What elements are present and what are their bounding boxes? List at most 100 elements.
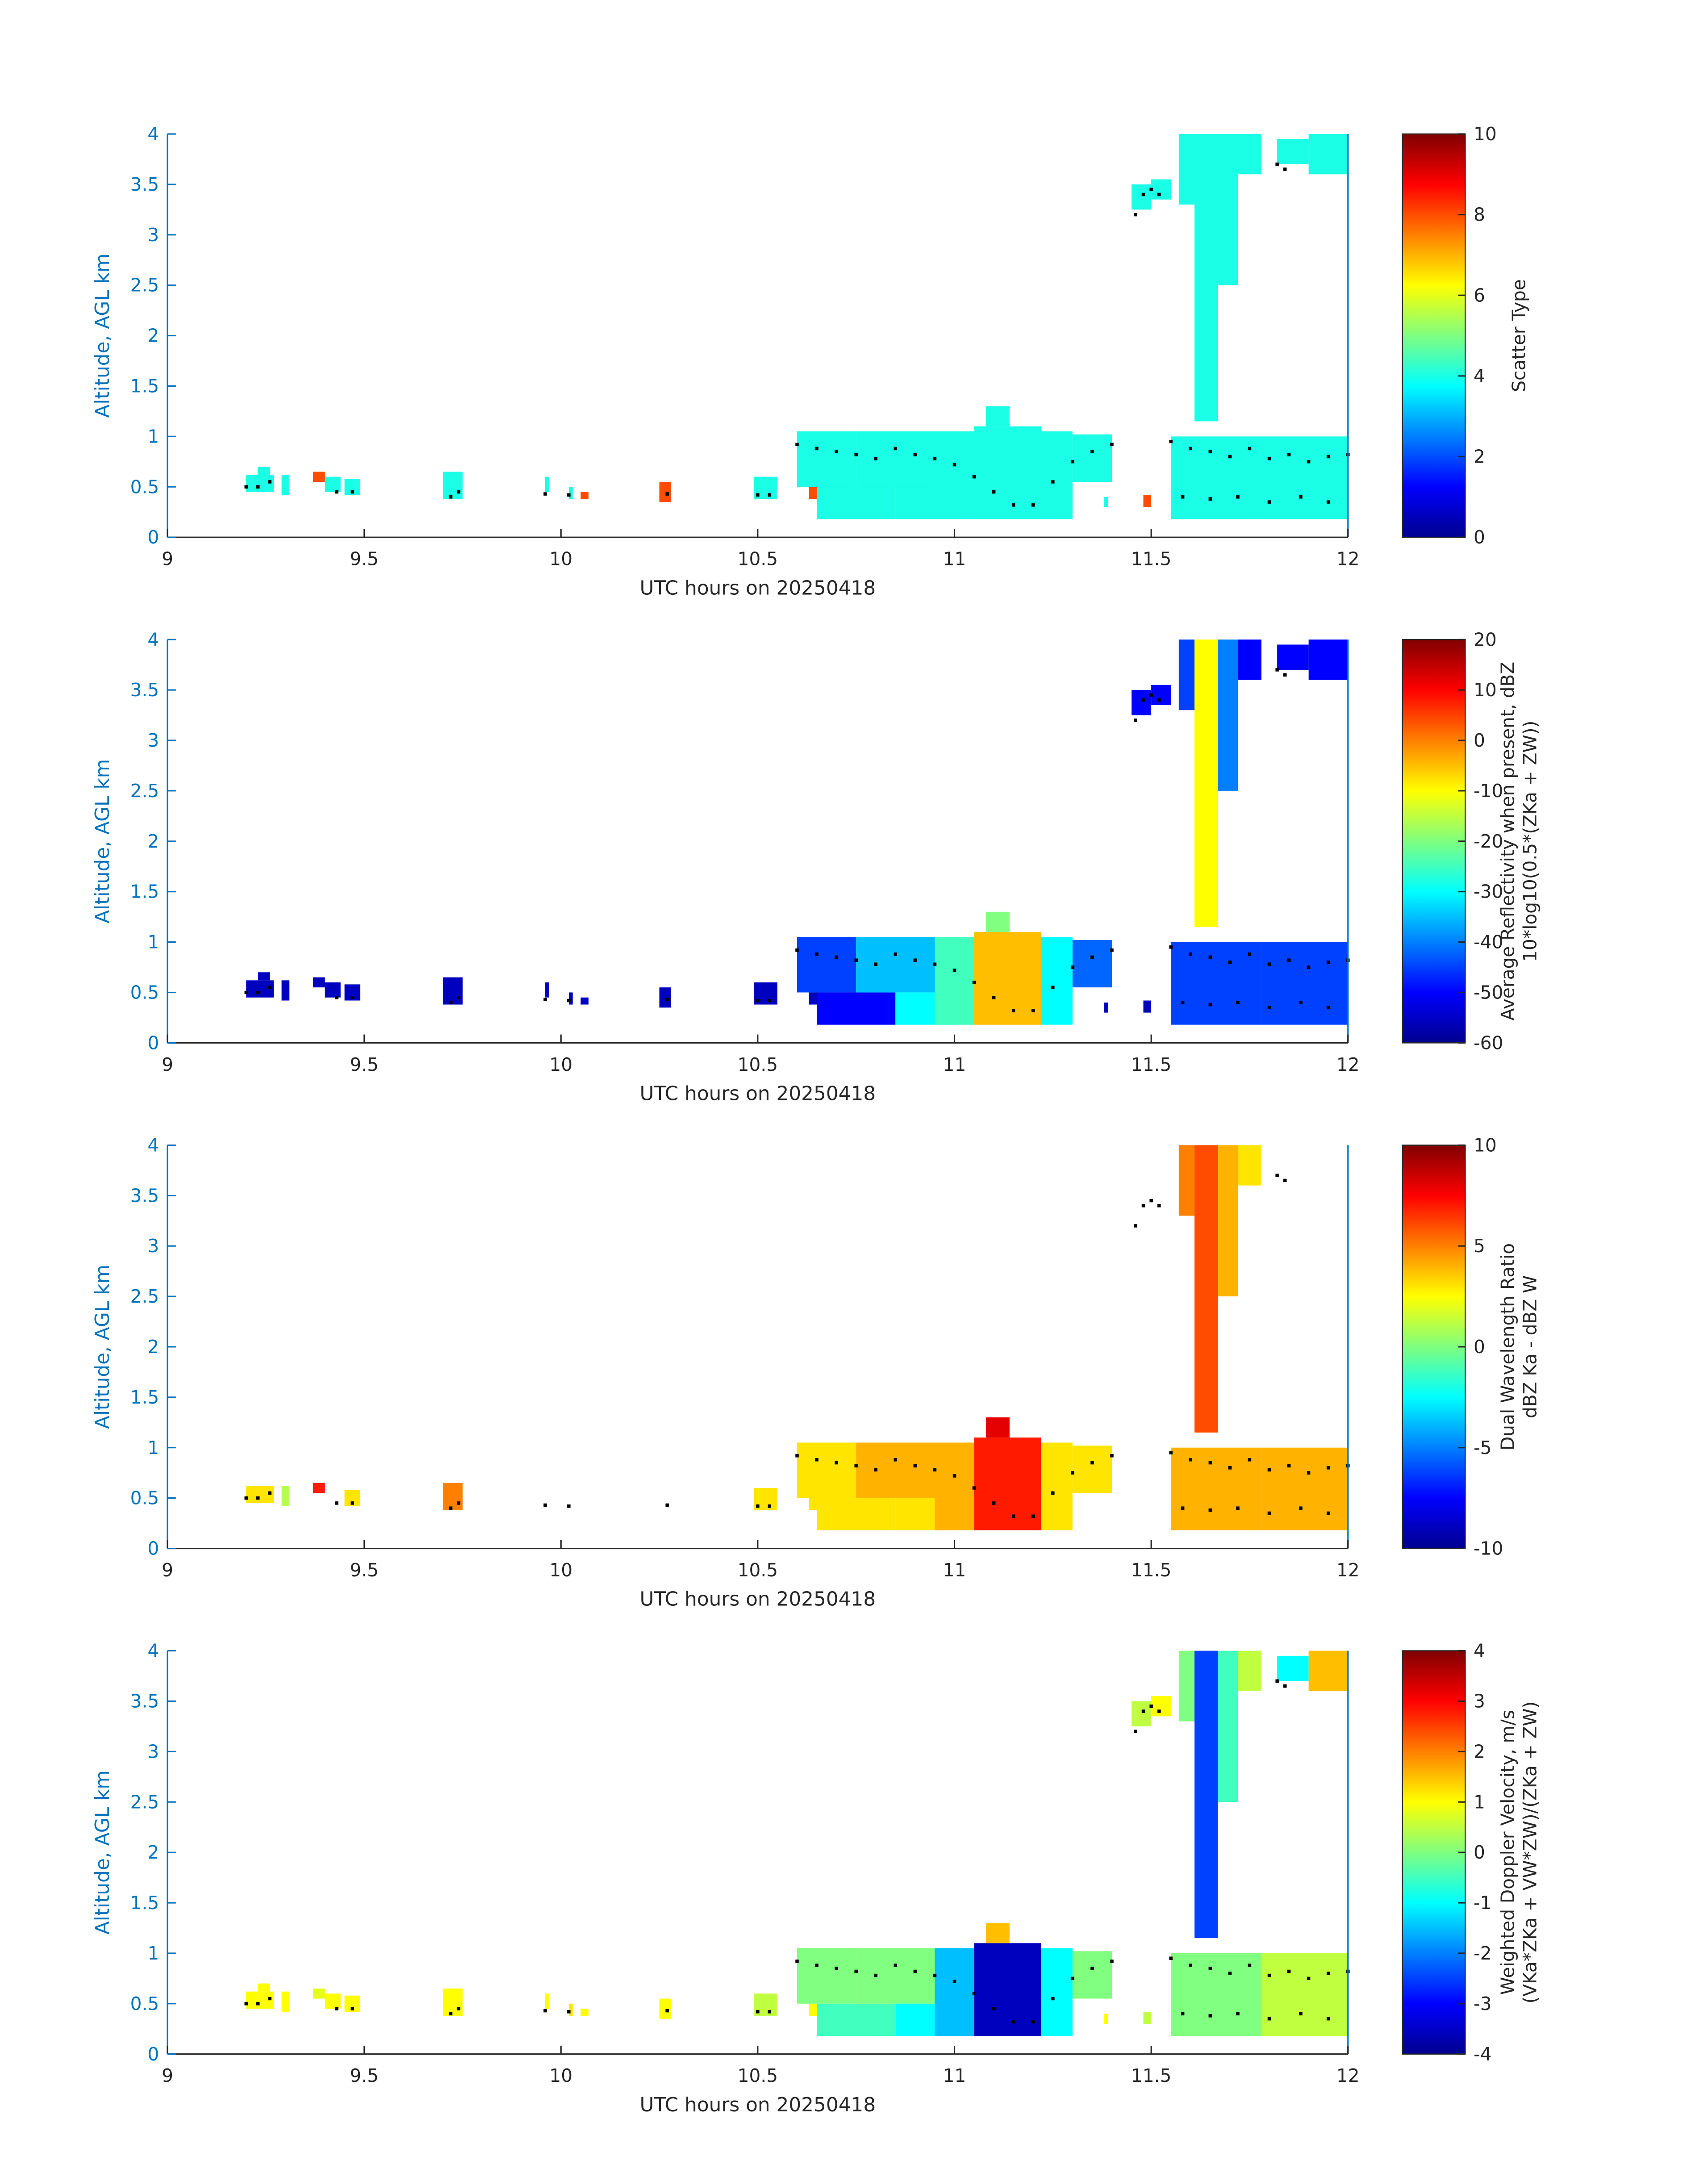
detection-point: [1248, 1964, 1252, 1967]
y-tick-label: 3: [147, 224, 159, 246]
detection-point: [913, 958, 917, 962]
detection-point: [1051, 480, 1055, 484]
colorbar-tick-label: 10: [1474, 123, 1497, 145]
detection-point: [1208, 1461, 1212, 1465]
cell: [935, 1442, 974, 1530]
detection-point: [874, 1973, 878, 1977]
detection-point: [913, 1464, 917, 1468]
colorbar-tick-label: 0: [1474, 526, 1485, 548]
cell: [1143, 495, 1152, 507]
x-tick-label: 12: [1336, 1054, 1360, 1075]
cell: [313, 472, 325, 482]
cell: [935, 1948, 974, 2036]
x-tick-label: 11.5: [1131, 1559, 1171, 1581]
cell: [659, 481, 671, 502]
cell: [817, 1498, 896, 1530]
detection-point: [1134, 213, 1137, 217]
colorbar-label: Weighted Doppler Velocity, m/s: [1497, 1710, 1519, 1995]
cell: [568, 992, 573, 1005]
cell: [974, 426, 1041, 519]
detection-point: [1141, 1204, 1145, 1208]
cell: [1041, 1948, 1073, 2036]
colorbar-tick-label: -1: [1474, 1892, 1492, 1914]
x-tick-label: 9: [162, 1559, 173, 1581]
cell: [856, 1948, 935, 2004]
detection-point: [567, 493, 571, 497]
x-tick-label: 11.5: [1131, 548, 1171, 570]
colorbar-label: Scatter Type: [1508, 279, 1530, 392]
detection-point: [567, 999, 571, 1003]
cell: [856, 937, 935, 993]
cell: [1218, 1145, 1238, 1297]
x-tick-label: 10: [549, 548, 572, 570]
cell: [1104, 497, 1108, 507]
colorbar-tick-label: 5: [1474, 1235, 1485, 1257]
detection-point: [1228, 1972, 1232, 1975]
detection-point: [1267, 1468, 1271, 1472]
detection-point: [1208, 1967, 1212, 1970]
detection-point: [952, 969, 956, 972]
cell: [1072, 434, 1112, 482]
cell: [443, 472, 463, 499]
cell: [1218, 1651, 1238, 1802]
detection-point: [543, 492, 547, 496]
detection-point: [665, 492, 669, 496]
cell: [1072, 940, 1112, 988]
detection-point: [449, 2012, 453, 2016]
cell: [545, 982, 549, 998]
detection-point: [1090, 450, 1094, 453]
cell: [1277, 1655, 1309, 1681]
detection-point: [1011, 1514, 1015, 1518]
y-tick-label: 1: [147, 1437, 159, 1458]
detection-point: [335, 1501, 338, 1505]
detection-point: [457, 2007, 460, 2010]
detection-point: [543, 2009, 547, 2013]
detection-point: [1287, 1969, 1291, 1973]
detection-point: [874, 457, 878, 460]
detection-point: [1307, 1471, 1311, 1475]
cell: [258, 467, 270, 475]
detection-point: [1141, 698, 1145, 702]
detection-point: [1149, 188, 1153, 191]
detection-point: [795, 948, 799, 952]
detection-point: [1169, 945, 1173, 949]
y-axis-label: Altitude, AGL km: [91, 254, 114, 418]
cell: [1261, 942, 1348, 1025]
colorbar-tick-label: -20: [1474, 831, 1503, 852]
detection-point: [1141, 1709, 1145, 1713]
detection-point: [1031, 1514, 1035, 1518]
cell: [1308, 134, 1348, 175]
y-tick-label: 1.5: [130, 1387, 159, 1408]
detection-point: [1208, 1003, 1212, 1007]
y-tick-label: 1: [147, 1943, 159, 1964]
x-axis-label: UTC hours on 20250418: [640, 2093, 876, 2116]
detection-point: [992, 1501, 996, 1505]
detection-point: [972, 1486, 976, 1490]
detection-point: [933, 1973, 937, 1977]
x-tick-label: 11: [943, 1559, 966, 1581]
y-tick-label: 3.5: [130, 1691, 159, 1712]
detection-point: [933, 457, 937, 460]
cell: [974, 932, 1041, 1025]
detection-point: [874, 962, 878, 966]
cell: [1171, 1953, 1261, 2036]
cell: [1261, 1447, 1348, 1530]
detection-point: [256, 1496, 260, 1500]
detection-point: [1141, 192, 1145, 196]
detection-point: [1267, 2017, 1271, 2021]
detection-point: [457, 490, 460, 494]
detection-point: [1149, 1199, 1153, 1203]
y-tick-label: 2.5: [130, 780, 159, 802]
cell: [580, 997, 589, 1005]
detection-point: [756, 493, 760, 497]
x-tick-label: 10: [549, 2065, 572, 2086]
detection-point: [952, 1980, 956, 1983]
cell: [659, 987, 671, 1008]
detection-point: [1189, 952, 1192, 956]
cell: [443, 1988, 463, 2016]
cell: [1132, 184, 1152, 210]
x-tick-label: 10: [549, 1054, 572, 1075]
detection-point: [256, 990, 260, 994]
detection-point: [1299, 1506, 1303, 1510]
detection-point: [1134, 719, 1137, 722]
